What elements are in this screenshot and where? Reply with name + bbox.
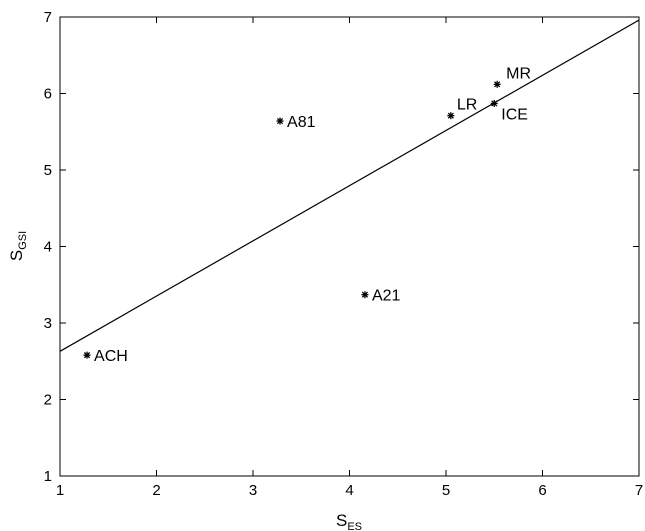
- axis-ticks: [59, 16, 640, 477]
- x-tick-label: 2: [152, 482, 160, 499]
- point-label: MR: [506, 65, 531, 82]
- point-label: ACH: [94, 348, 128, 365]
- y-tick-label: 3: [44, 315, 52, 332]
- y-axis-label: SGSI: [7, 231, 29, 261]
- data-point: LR: [447, 97, 477, 120]
- x-tick-label: 1: [56, 482, 64, 499]
- star-marker: [83, 351, 91, 359]
- data-point: A81: [276, 114, 316, 131]
- y-tick-label: 5: [44, 162, 52, 179]
- plot-area: [59, 16, 640, 477]
- point-label: LR: [457, 97, 477, 114]
- fit-line: [59, 19, 640, 352]
- data-point: MR: [493, 65, 531, 88]
- fit-line-group: [59, 19, 640, 352]
- star-marker: [490, 99, 498, 107]
- star-marker: [447, 112, 455, 120]
- y-tick-label: 2: [44, 392, 52, 409]
- x-axis-label: SES: [336, 511, 362, 531]
- y-tick-label: 4: [44, 239, 52, 256]
- x-tick-label: 3: [249, 482, 257, 499]
- x-tick-label: 4: [345, 482, 353, 499]
- y-axis-label-main: S: [7, 250, 26, 261]
- data-points: ACH A81 A21 LR ICE MR: [83, 65, 531, 365]
- data-point: A21: [361, 288, 401, 305]
- x-tick-label: 6: [538, 482, 546, 499]
- star-marker: [276, 117, 284, 125]
- x-axis-label-main: S: [336, 511, 347, 530]
- y-tick-label: 7: [44, 9, 52, 26]
- point-label: A81: [287, 114, 316, 131]
- star-marker: [361, 291, 369, 299]
- y-tick-label: 6: [44, 86, 52, 103]
- point-label: A21: [372, 288, 401, 305]
- data-point: ACH: [83, 348, 128, 365]
- data-point: ICE: [490, 99, 528, 123]
- star-marker: [493, 80, 501, 88]
- x-tick-label: 7: [635, 482, 643, 499]
- point-label: ICE: [501, 106, 528, 123]
- x-axis-label-subscript: ES: [347, 521, 362, 531]
- y-tick-label: 1: [44, 468, 52, 485]
- y-axis-label-subscript: GSI: [17, 231, 29, 250]
- tick-labels: 1 2 3 4 5 6 7 1 2 3 4 5 6 7: [44, 9, 644, 499]
- x-tick-label: 5: [442, 482, 450, 499]
